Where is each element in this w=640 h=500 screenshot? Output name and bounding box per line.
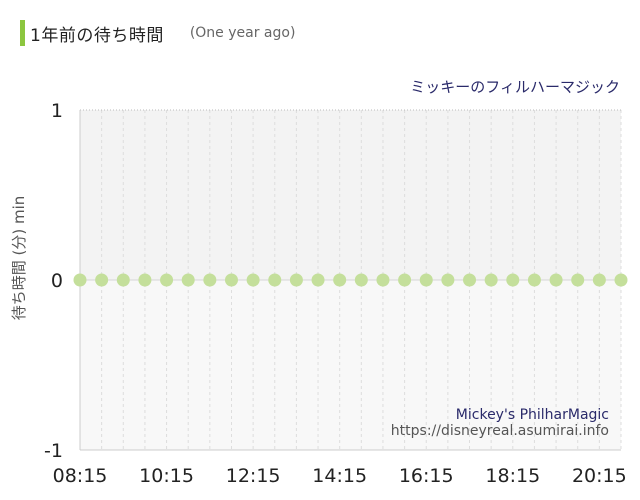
watermark-attraction-name: Mickey's PhilharMagic	[455, 407, 609, 423]
y-axis-label: 待ち時間 (分) min	[10, 196, 28, 321]
data-point	[333, 273, 347, 287]
y-tick-label: 0	[51, 270, 63, 292]
data-point	[506, 273, 520, 287]
y-tick-label: -1	[44, 440, 63, 462]
x-tick-label: 10:15	[139, 465, 194, 487]
data-point	[527, 273, 541, 287]
header-subtitle: (One year ago)	[189, 25, 296, 41]
chart-title: ミッキーのフィルハーマジック	[410, 78, 620, 96]
data-point	[549, 273, 563, 287]
data-point	[224, 273, 238, 287]
y-tick-label: 1	[51, 100, 63, 122]
data-point	[463, 273, 477, 287]
data-point	[571, 273, 585, 287]
data-point	[246, 273, 260, 287]
x-tick-label: 08:15	[53, 465, 108, 487]
x-tick-label: 12:15	[226, 465, 281, 487]
data-point	[441, 273, 455, 287]
data-point	[116, 273, 130, 287]
data-point	[354, 273, 368, 287]
header-accent-bar	[20, 20, 25, 46]
x-tick-label: 14:15	[312, 465, 367, 487]
section-header: 1年前の待ち時間 (One year ago)	[20, 20, 295, 46]
data-point	[138, 273, 152, 287]
plot-background-lower	[80, 280, 621, 450]
data-point	[592, 273, 606, 287]
header-title: 1年前の待ち時間	[30, 25, 164, 46]
x-tick-label: 20:15	[572, 465, 627, 487]
data-point	[376, 273, 390, 287]
data-point	[95, 273, 109, 287]
data-point	[398, 273, 412, 287]
watermark-url: https://disneyreal.asumirai.info	[390, 423, 609, 439]
data-point	[73, 273, 87, 287]
x-tick-label: 18:15	[485, 465, 540, 487]
data-point	[484, 273, 498, 287]
data-point	[311, 273, 325, 287]
data-point	[181, 273, 195, 287]
x-tick-label: 16:15	[399, 465, 454, 487]
data-point	[203, 273, 217, 287]
data-point	[289, 273, 303, 287]
data-point	[160, 273, 174, 287]
plot-background-upper	[80, 110, 621, 280]
data-point	[419, 273, 433, 287]
data-point	[614, 273, 628, 287]
data-point	[268, 273, 282, 287]
